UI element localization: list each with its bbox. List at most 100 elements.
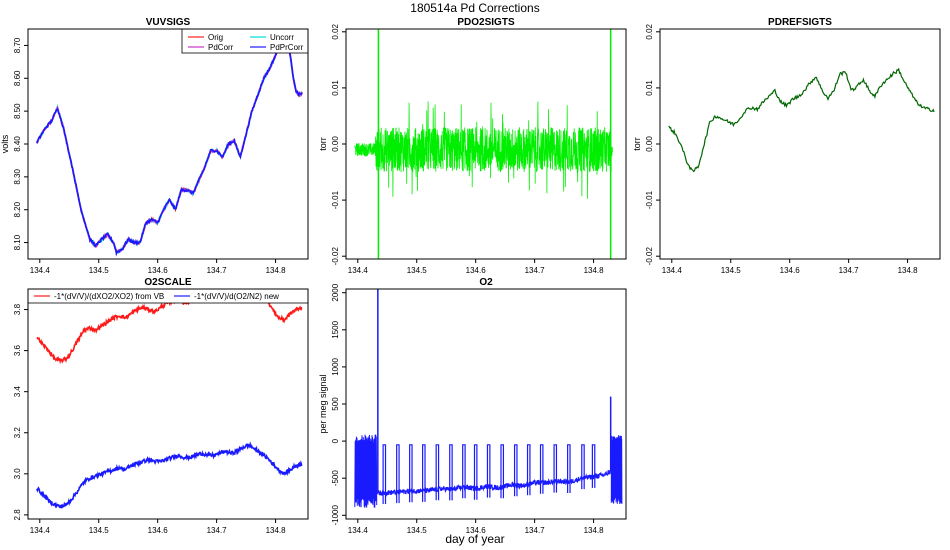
pulse-mark [539,444,544,494]
pulse-mark [513,444,518,497]
panel-pdrefsigts: PDREFSIGTS torr 134.4 134.5 134.6 134.7 134.8 -… [632,17,941,275]
panel-o2: O2 per meg signal 134.4 134.5 134.6 134.7 134.… [318,277,627,535]
y-tick-label: 8.20 [13,201,22,217]
plot-area [36,37,303,257]
y-tick-label: 8.10 [13,234,22,250]
x-tick-label: 134.6 [148,526,169,535]
x-tick-label: 134.5 [407,526,428,535]
y-tick-label: 2000 [331,283,340,301]
y-tick-label: -0.01 [331,190,340,209]
series-line--1*(dV/V)/d(O2/N2) new [36,441,303,509]
series-line-o2 [376,468,612,497]
pulse-mark [567,444,571,493]
legend-label: -1*(dV/V)/(dXO2/XO2) from VB [54,292,164,301]
burst-trace [610,435,623,505]
series-line-PdPrCorr [36,38,303,257]
series-line-pdo2sigts [354,101,613,199]
panel-title: PDO2SIGTS [457,17,515,28]
x-tick-label: 134.6 [148,266,169,275]
y-tick-label: 0.01 [645,80,654,96]
x-tick-label: 134.7 [839,266,860,275]
panel-o2scale: O2SCALE 134.4 134.5 134.6 134.7 134.8 2.8 3.0 3.… [13,277,309,535]
series-line-Orig [36,37,303,255]
pulse-mark [449,444,453,501]
y-tick-label: 3.6 [13,344,22,356]
x-tick-label: 134.6 [466,266,487,275]
legend-label: PdPrCorr [270,43,304,52]
x-tick-label: 134.5 [89,526,110,535]
x-tick-label: 134.4 [348,266,369,275]
y-tick-label: 500 [331,397,340,411]
x-tick-label: 134.5 [721,266,742,275]
y-tick-label: 8.50 [13,103,22,119]
x-tick-label: 134.8 [266,526,287,535]
legend-label: Orig [208,33,223,42]
y-tick-label: -0.02 [645,247,654,266]
x-tick-label: 134.8 [584,526,605,535]
plot-area [36,289,303,509]
plot-frame [659,28,941,260]
y-tick-label: -0.01 [645,190,654,209]
pulse-mark [591,444,596,488]
y-tick-label: -0.02 [331,247,340,266]
x-tick-label: 134.7 [207,526,228,535]
series-line-PdCorr [36,38,303,254]
y-tick-label: 1500 [331,320,340,338]
x-tick-label: 134.6 [466,526,487,535]
x-tick-label: 134.8 [584,266,605,275]
pulse-mark [553,444,558,493]
y-tick-label: 8.30 [13,169,22,185]
plot-frame [345,288,627,520]
x-tick-label: 134.4 [348,526,369,535]
panel-title: VUVSIGS [146,17,191,28]
y-tick-label: 0.02 [331,23,340,39]
y-tick-label: 0 [331,438,340,443]
plot-frame [345,28,627,260]
pulse-mark [473,444,478,500]
plot-frame [27,28,309,260]
pulse-mark [422,444,426,502]
legend-label: -1*(dV/V)/d(O2/N2) new [194,292,279,301]
y-tick-label: 3.8 [13,303,22,315]
x-tick-label: 134.5 [89,266,110,275]
pulse-mark [486,444,491,498]
legend-label: PdCorr [208,43,234,52]
y-tick-label: 1000 [331,357,340,375]
y-tick-label: 2.8 [13,509,22,521]
y-axis-label: volts [0,134,10,153]
y-tick-label: 0.00 [645,136,654,152]
pulse-mark [500,444,505,499]
x-tick-label: 134.8 [266,266,287,275]
x-tick-label: 134.7 [525,266,546,275]
y-tick-label: 8.60 [13,70,22,86]
x-tick-label: 134.4 [30,266,51,275]
legend-label: Uncorr [270,33,294,42]
panel-title: O2SCALE [144,277,192,288]
pulse-mark [462,444,466,499]
panel-vuvsigs: VUVSIGS volts 134.4 134.5 134.6 134.7 134.8 8.1… [0,17,309,275]
y-tick-label: 8.70 [13,37,22,53]
y-tick-label: 8.40 [13,136,22,152]
plot-area [354,29,613,259]
x-tick-label: 134.8 [898,266,919,275]
plot-frame [27,288,309,520]
x-tick-label: 134.7 [525,526,546,535]
y-tick-label: 0.01 [331,80,340,96]
y-tick-label: -500 [331,470,340,487]
panel-title: PDREFSIGTS [768,17,832,28]
pulse-mark [409,444,413,503]
pulse-mark [396,444,400,504]
figure-title: 180514a Pd Corrections [410,1,539,15]
y-tick-label: -1000 [331,505,340,526]
x-tick-label: 134.4 [30,526,51,535]
y-axis-label: per meg signal [318,374,328,433]
pulse-mark [581,444,585,490]
series-line-Uncorr [36,37,303,257]
y-axis-label: torr [318,137,328,151]
pulse-mark [526,444,531,496]
series-line-pdrefsigts [668,67,935,173]
x-tick-label: 134.6 [780,266,801,275]
panel-pdo2sigts: PDO2SIGTS torr 134.4 134.5 134.6 134.7 134.8 -0… [318,17,627,275]
y-tick-label: 0.02 [645,23,654,39]
